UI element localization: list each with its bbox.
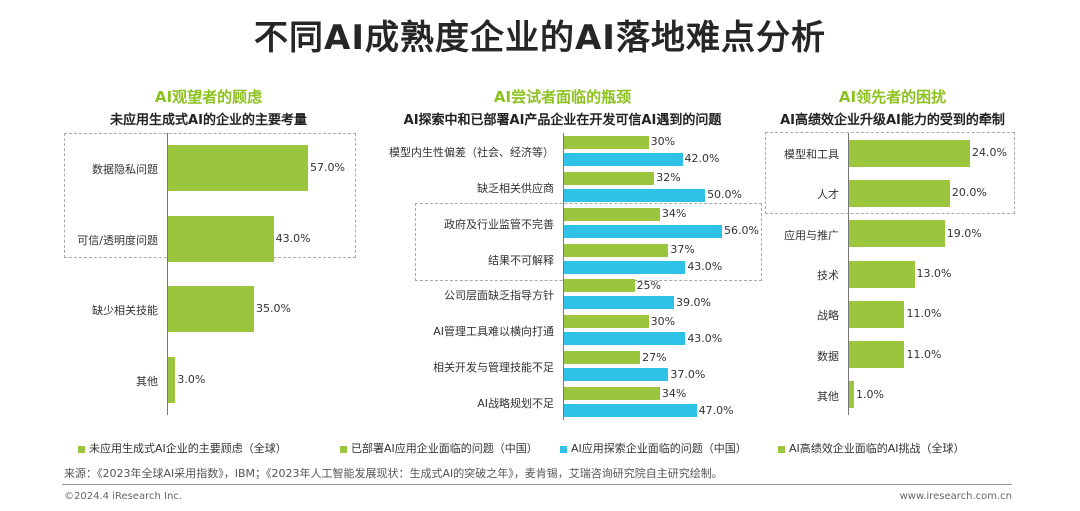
category-label: 公司层面缺乏指导方针 (444, 289, 554, 303)
bar (564, 135, 649, 149)
y-axis-line (563, 133, 564, 420)
bar (168, 215, 274, 262)
category-label: 人才 (817, 188, 839, 202)
category-label: AI管理工具难以横向打通 (433, 325, 554, 339)
bar (168, 286, 254, 333)
bar (849, 260, 915, 288)
data-label: 32% (656, 171, 681, 185)
panel-subtitle: AI探索中和已部署AI产品企业在开发可信AI遇到的问题 (403, 113, 722, 128)
bar (564, 224, 722, 238)
bar (849, 381, 855, 409)
panel-title: AI尝试者面临的瓶颈 (493, 88, 632, 106)
data-label: 37% (670, 243, 695, 257)
data-label: 3.0% (177, 372, 206, 386)
data-label: 11.0% (906, 307, 942, 321)
bar (564, 152, 683, 166)
highlight-box (765, 132, 1015, 214)
data-label: 50.0% (707, 188, 743, 202)
bar (564, 260, 686, 274)
category-label: 模型内生性偏差（社会、经济等） (389, 145, 554, 159)
data-label: 25% (636, 278, 661, 292)
source-note: 来源：《2023年全球AI采用指数》，IBM；《2023年人工智能发展现状：生成… (64, 467, 723, 480)
y-axis-line (848, 133, 849, 415)
bar (564, 279, 635, 293)
category-label: 其他 (817, 389, 839, 403)
category-label: AI战略规划不足 (477, 397, 554, 411)
bar (849, 341, 905, 369)
legend-swatch-green-icon (778, 445, 785, 453)
data-label: 1.0% (856, 387, 884, 401)
bar (168, 356, 176, 403)
panel-subtitle: 未应用生成式AI的企业的主要考量 (110, 113, 307, 128)
category-label: 结果不可解释 (488, 253, 554, 267)
category-label: 其他 (136, 374, 158, 388)
data-label: 27% (642, 350, 667, 364)
category-label: 战略 (817, 309, 839, 323)
data-label: 30% (650, 314, 676, 328)
bar (564, 404, 697, 418)
legend-item-3: AI应用探索企业面临的问题（中国） (560, 440, 747, 456)
bar (849, 179, 950, 207)
category-label: 数据 (817, 349, 839, 363)
data-label: 56.0% (724, 224, 759, 238)
data-label: 19.0% (946, 226, 982, 240)
bar (564, 207, 660, 221)
copyright: ©2024.4 iResearch Inc. (64, 491, 182, 502)
category-label: 缺少相关技能 (92, 304, 158, 318)
category-label: 数据隐私问题 (92, 163, 158, 177)
bar (564, 387, 660, 401)
category-label: 技术 (817, 269, 839, 282)
legend-item-4: AI高绩效企业面临的AI挑战（全球） (778, 440, 965, 456)
bar (849, 300, 905, 328)
legend: 未应用生成式AI企业的主要顾虑（全球） 已部署AI应用企业面临的问题（中国） A… (78, 440, 1078, 456)
bar (564, 243, 669, 257)
data-label: 30% (650, 135, 676, 149)
data-label: 43.0% (687, 260, 723, 274)
bar (564, 171, 655, 185)
bar (564, 296, 675, 310)
bar (564, 332, 686, 346)
footer-divider (62, 484, 1012, 485)
data-label: 24.0% (972, 146, 1007, 160)
legend-item-1: 未应用生成式AI企业的主要顾虑（全球） (78, 440, 287, 456)
data-label: 37.0% (670, 367, 706, 381)
data-label: 34% (661, 207, 687, 221)
page-title: 不同AI成熟度企业的AI落地难点分析 (254, 18, 826, 58)
data-label: 57.0% (310, 161, 345, 175)
data-label: 20.0% (951, 186, 987, 200)
panel-subtitle: AI高绩效企业升级AI能力的受到的牵制 (780, 113, 1005, 128)
data-label: 34% (661, 386, 687, 400)
legend-swatch-green-icon (340, 445, 347, 453)
category-label: 缺乏相关供应商 (477, 181, 554, 195)
bar (564, 368, 669, 382)
data-label: 43.0% (687, 331, 723, 345)
bar (564, 188, 706, 202)
data-label: 11.0% (906, 347, 942, 361)
panel-title: AI观望者的顾虑 (154, 88, 263, 106)
bar (168, 145, 308, 192)
bar (849, 220, 945, 248)
legend-item-2: 已部署AI应用企业面临的问题（中国） (340, 440, 538, 456)
bar (564, 315, 649, 329)
category-label: 可信/透明度问题 (77, 233, 158, 247)
y-axis-line (167, 133, 168, 415)
category-label: 政府及行业监管不完善 (444, 217, 554, 231)
website-link[interactable]: www.iresearch.com.cn (899, 491, 1012, 502)
legend-swatch-blue-icon (560, 445, 567, 453)
category-label: 模型和工具 (784, 148, 839, 162)
bar (564, 351, 641, 365)
category-label: 相关开发与管理技能不足 (433, 361, 554, 375)
panel-title: AI领先者的困扰 (838, 88, 947, 106)
category-label: 应用与推广 (784, 228, 839, 242)
bar (849, 139, 970, 167)
data-label: 39.0% (676, 295, 711, 309)
data-label: 13.0% (916, 267, 952, 280)
legend-swatch-green-icon (78, 445, 85, 453)
data-label: 47.0% (698, 403, 734, 417)
data-label: 35.0% (255, 302, 291, 316)
data-label: 42.0% (684, 152, 720, 166)
data-label: 43.0% (275, 231, 311, 245)
